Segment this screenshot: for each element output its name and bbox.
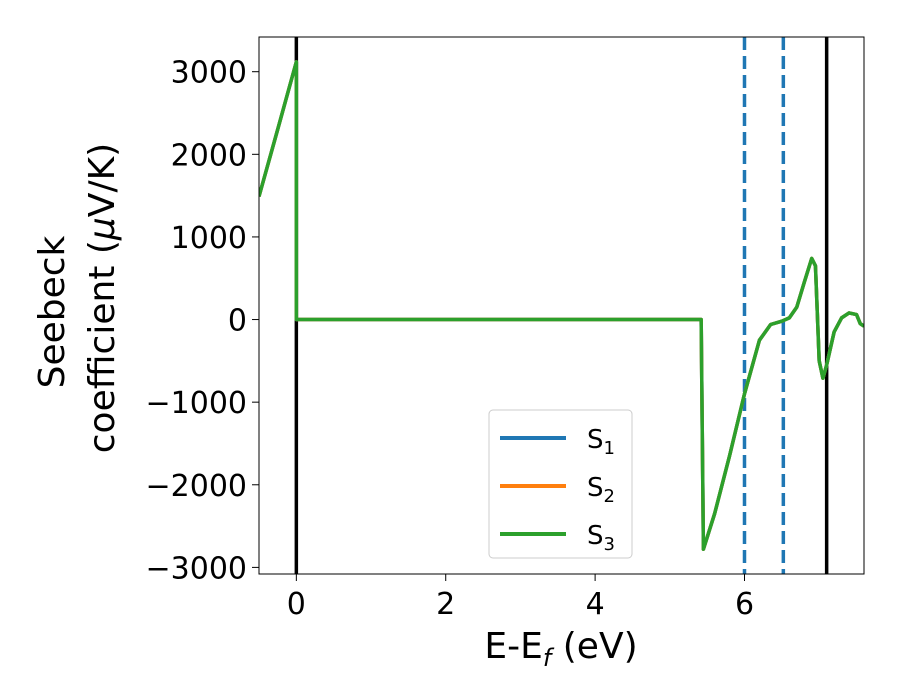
y-tick-label: −1000 xyxy=(146,386,247,421)
legend-label-S2: S2 xyxy=(587,473,615,507)
x-tick-label: 6 xyxy=(735,587,754,622)
x-tick-label: 2 xyxy=(436,587,455,622)
y-axis-title: Seebeck xyxy=(32,235,73,388)
x-tick-label: 0 xyxy=(287,587,306,622)
legend-label-S1: S1 xyxy=(587,425,615,459)
legend-label-S3: S3 xyxy=(587,521,615,555)
y-tick-label: 1000 xyxy=(171,221,247,256)
x-axis-ticks: 0 2 4 6 xyxy=(287,574,754,622)
y-axis-title-line2: coefficient (μV/K) xyxy=(82,143,123,453)
y-tick-label: 2000 xyxy=(171,138,247,173)
y-tick-label: −3000 xyxy=(146,551,247,586)
legend: S1 S2 S3 xyxy=(488,409,633,559)
series-line-S3 xyxy=(259,60,864,551)
x-axis-title: E-Ef (eV) xyxy=(484,626,637,672)
data-series xyxy=(259,60,864,551)
y-tick-label: 0 xyxy=(228,304,247,339)
plot-frame xyxy=(258,36,865,575)
y-tick-label: −2000 xyxy=(146,469,247,504)
y-axis-ticks: 3000 2000 1000 0 −1000 −2000 −3000 xyxy=(146,56,259,586)
x-tick-label: 4 xyxy=(586,587,605,622)
y-tick-label: 3000 xyxy=(171,56,247,91)
